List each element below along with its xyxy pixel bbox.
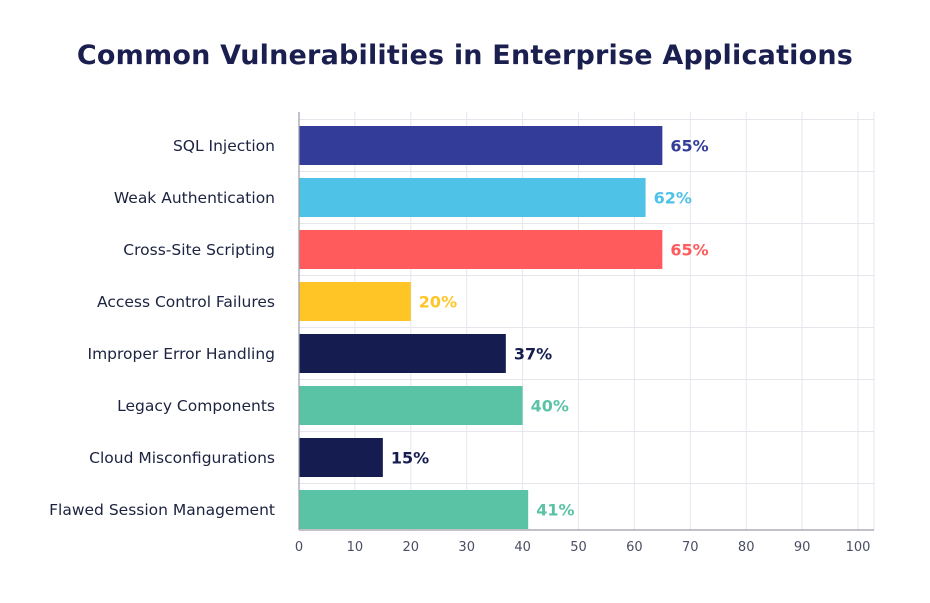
value-label: 65%: [670, 241, 708, 260]
x-tick-label: 60: [626, 540, 643, 555]
category-labels: SQL Injection Weak Authentication Cross-Si…: [49, 137, 275, 519]
value-label: 41%: [536, 501, 574, 520]
x-tick-label: 80: [738, 540, 755, 555]
value-label: 15%: [391, 449, 429, 468]
category-label: Access Control Failures: [97, 293, 275, 311]
category-label: Flawed Session Management: [49, 501, 275, 519]
category-label: Improper Error Handling: [88, 345, 276, 363]
value-label: 40%: [531, 397, 569, 416]
bar: [299, 178, 646, 217]
x-tick-label: 100: [846, 540, 871, 555]
value-label: 20%: [419, 293, 457, 312]
value-labels: 65% 62% 65% 20% 37% 40% 15% 41%: [391, 137, 709, 520]
x-tick-label: 30: [458, 540, 475, 555]
bar: [299, 438, 383, 477]
bar: [299, 490, 529, 529]
value-label: 62%: [654, 189, 692, 208]
bar: [299, 230, 663, 269]
x-tick-label: 50: [570, 540, 587, 555]
category-label: Legacy Components: [117, 397, 275, 415]
bar: [299, 386, 523, 425]
x-tick-label: 0: [295, 540, 303, 555]
x-tick-labels: 0 10 20 30 40 50 60 70 80 90 100: [295, 540, 871, 555]
x-tick-label: 90: [794, 540, 811, 555]
x-tick-label: 40: [514, 540, 531, 555]
category-label: Weak Authentication: [114, 189, 275, 207]
value-label: 65%: [670, 137, 708, 156]
x-tick-label: 70: [682, 540, 699, 555]
value-label: 37%: [514, 345, 552, 364]
category-label: Cloud Misconfigurations: [89, 449, 275, 467]
bar: [299, 282, 411, 321]
x-tick-label: 10: [347, 540, 364, 555]
x-tick-label: 20: [403, 540, 420, 555]
category-label: SQL Injection: [173, 137, 275, 155]
bar: [299, 126, 663, 165]
category-label: Cross-Site Scripting: [123, 241, 275, 259]
bar: [299, 334, 506, 373]
chart-title: Common Vulnerabilities in Enterprise App…: [76, 40, 854, 71]
bars: [299, 126, 663, 529]
